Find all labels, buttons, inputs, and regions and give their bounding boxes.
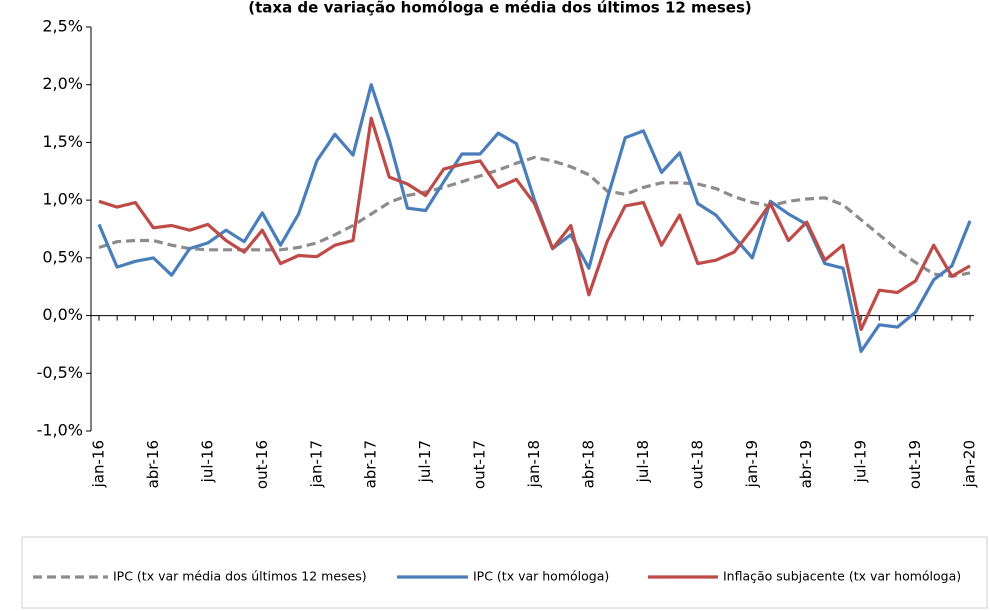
x-tick-label: out-19 [906, 440, 924, 489]
x-tick-label: out-16 [253, 440, 271, 489]
x-tick-label: jan-20 [961, 440, 979, 488]
y-tick-label: 1,0% [42, 190, 83, 209]
x-tick-label: jan-19 [743, 440, 761, 488]
series-line [98, 116, 971, 331]
y-tick-label: 0,5% [42, 247, 83, 266]
x-tick-label: jan-18 [525, 440, 543, 488]
legend-label: Inflação subjacente (tx var homóloga) [723, 569, 961, 584]
y-tick-label: 2,0% [42, 74, 83, 93]
chart-title: (taxa de variação homóloga e média dos ú… [248, 0, 751, 17]
y-tick-label: 2,5% [42, 17, 83, 36]
legend-label: IPC (tx var média dos últimos 12 meses) [113, 569, 367, 584]
x-tick-label: jul-17 [416, 440, 434, 483]
x-tick-label: out-17 [471, 440, 489, 489]
series-line [97, 83, 972, 353]
y-tick-label: -0,5% [37, 363, 83, 382]
x-tick-label: out-18 [688, 440, 706, 489]
x-tick-label: abr-18 [579, 440, 597, 488]
x-tick-label: jan-17 [307, 440, 325, 488]
x-tick-label: jan-16 [90, 440, 108, 488]
x-tick-label: jul-18 [634, 440, 652, 483]
y-tick-label: 0,0% [42, 305, 83, 324]
x-tick-label: jul-19 [852, 440, 870, 483]
x-tick-label: abr-19 [797, 440, 815, 488]
x-tick-label: abr-16 [144, 440, 162, 488]
legend-label: IPC (tx var homóloga) [473, 569, 609, 584]
y-tick-label: 1,5% [42, 132, 83, 151]
x-tick-label: abr-17 [362, 440, 380, 488]
y-tick-label: -1,0% [37, 421, 83, 440]
legend-box [21, 536, 988, 609]
x-tick-label: jul-16 [198, 440, 216, 483]
series-line [98, 155, 971, 278]
